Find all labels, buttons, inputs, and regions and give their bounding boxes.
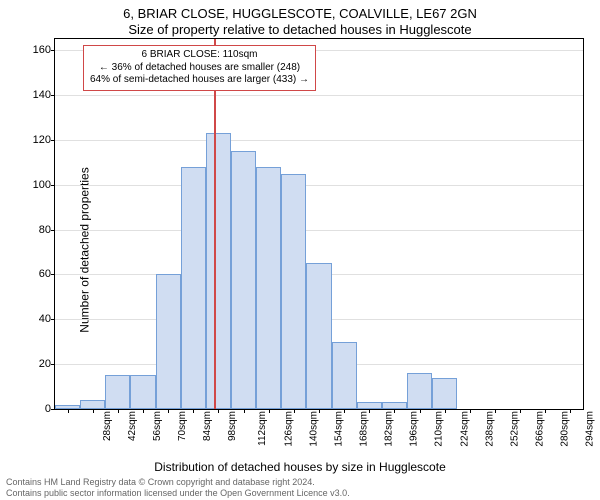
- ytick-mark: [51, 185, 55, 186]
- ytick-mark: [51, 140, 55, 141]
- histogram-bar: [80, 400, 105, 409]
- xtick-label: 224sqm: [459, 411, 470, 447]
- ytick-label: 40: [39, 313, 51, 325]
- xtick-mark: [294, 409, 295, 413]
- histogram-bar: [256, 167, 281, 409]
- xtick-mark: [420, 409, 421, 413]
- gridline: [55, 230, 583, 231]
- xtick-label: 196sqm: [409, 411, 420, 447]
- footer-line-2: Contains public sector information licen…: [6, 488, 350, 498]
- xtick-label: 84sqm: [202, 411, 213, 441]
- xtick-mark: [319, 409, 320, 413]
- chart-container: 6, BRIAR CLOSE, HUGGLESCOTE, COALVILLE, …: [0, 0, 600, 500]
- xtick-label: 266sqm: [535, 411, 546, 447]
- xtick-label: 154sqm: [333, 411, 344, 447]
- histogram-bar: [130, 375, 155, 409]
- xtick-mark: [218, 409, 219, 413]
- ytick-mark: [51, 274, 55, 275]
- xtick-label: 238sqm: [484, 411, 495, 447]
- ytick-mark: [51, 364, 55, 365]
- annotation-line: 6 BRIAR CLOSE: 110sqm: [90, 49, 309, 62]
- xtick-mark: [344, 409, 345, 413]
- ytick-label: 0: [45, 403, 51, 415]
- x-axis-label: Distribution of detached houses by size …: [0, 460, 600, 474]
- xtick-mark: [143, 409, 144, 413]
- histogram-bar: [281, 174, 306, 409]
- plot-area: 02040608010012014016028sqm42sqm56sqm70sq…: [54, 38, 584, 410]
- histogram-bar: [105, 375, 130, 409]
- xtick-label: 56sqm: [152, 411, 163, 441]
- xtick-mark: [93, 409, 94, 413]
- xtick-mark: [520, 409, 521, 413]
- histogram-bar: [231, 151, 256, 409]
- xtick-label: 28sqm: [102, 411, 113, 441]
- ytick-mark: [51, 319, 55, 320]
- xtick-mark: [168, 409, 169, 413]
- xtick-label: 294sqm: [585, 411, 596, 447]
- histogram-bar: [181, 167, 206, 409]
- ytick-mark: [51, 409, 55, 410]
- histogram-bar: [432, 378, 457, 409]
- histogram-bar: [382, 402, 407, 409]
- ytick-label: 100: [33, 179, 51, 191]
- histogram-bar: [332, 342, 357, 409]
- xtick-label: 112sqm: [257, 411, 268, 446]
- reference-line: [214, 39, 216, 409]
- xtick-mark: [68, 409, 69, 413]
- ytick-mark: [51, 95, 55, 96]
- gridline: [55, 140, 583, 141]
- xtick-label: 280sqm: [560, 411, 571, 447]
- gridline: [55, 185, 583, 186]
- annotation-line: 64% of semi-detached houses are larger (…: [90, 74, 309, 87]
- ytick-label: 80: [39, 224, 51, 236]
- xtick-label: 210sqm: [434, 411, 445, 447]
- histogram-bar: [306, 263, 331, 409]
- ytick-label: 60: [39, 268, 51, 280]
- xtick-label: 42sqm: [127, 411, 138, 441]
- footer-attribution: Contains HM Land Registry data © Crown c…: [6, 477, 350, 498]
- xtick-label: 168sqm: [359, 411, 370, 447]
- ytick-label: 160: [33, 44, 51, 56]
- xtick-label: 126sqm: [283, 411, 294, 447]
- annotation-line: ← 36% of detached houses are smaller (24…: [90, 62, 309, 75]
- xtick-label: 70sqm: [177, 411, 188, 441]
- ytick-mark: [51, 230, 55, 231]
- xtick-mark: [369, 409, 370, 413]
- ytick-label: 120: [33, 134, 51, 146]
- ytick-label: 20: [39, 358, 51, 370]
- xtick-mark: [193, 409, 194, 413]
- xtick-mark: [118, 409, 119, 413]
- xtick-mark: [445, 409, 446, 413]
- xtick-mark: [495, 409, 496, 413]
- xtick-mark: [545, 409, 546, 413]
- histogram-bar: [156, 274, 181, 409]
- xtick-mark: [244, 409, 245, 413]
- xtick-label: 182sqm: [384, 411, 395, 447]
- ytick-label: 140: [33, 89, 51, 101]
- ytick-mark: [51, 50, 55, 51]
- xtick-label: 98sqm: [227, 411, 238, 441]
- chart-title-1: 6, BRIAR CLOSE, HUGGLESCOTE, COALVILLE, …: [0, 6, 600, 21]
- histogram-bar: [357, 402, 382, 409]
- footer-line-1: Contains HM Land Registry data © Crown c…: [6, 477, 350, 487]
- xtick-label: 252sqm: [509, 411, 520, 447]
- xtick-label: 140sqm: [308, 411, 319, 447]
- annotation-box: 6 BRIAR CLOSE: 110sqm← 36% of detached h…: [83, 45, 316, 91]
- xtick-mark: [269, 409, 270, 413]
- histogram-bar: [206, 133, 231, 409]
- xtick-mark: [470, 409, 471, 413]
- gridline: [55, 95, 583, 96]
- histogram-bar: [407, 373, 432, 409]
- xtick-mark: [570, 409, 571, 413]
- xtick-mark: [394, 409, 395, 413]
- chart-title-2: Size of property relative to detached ho…: [0, 22, 600, 37]
